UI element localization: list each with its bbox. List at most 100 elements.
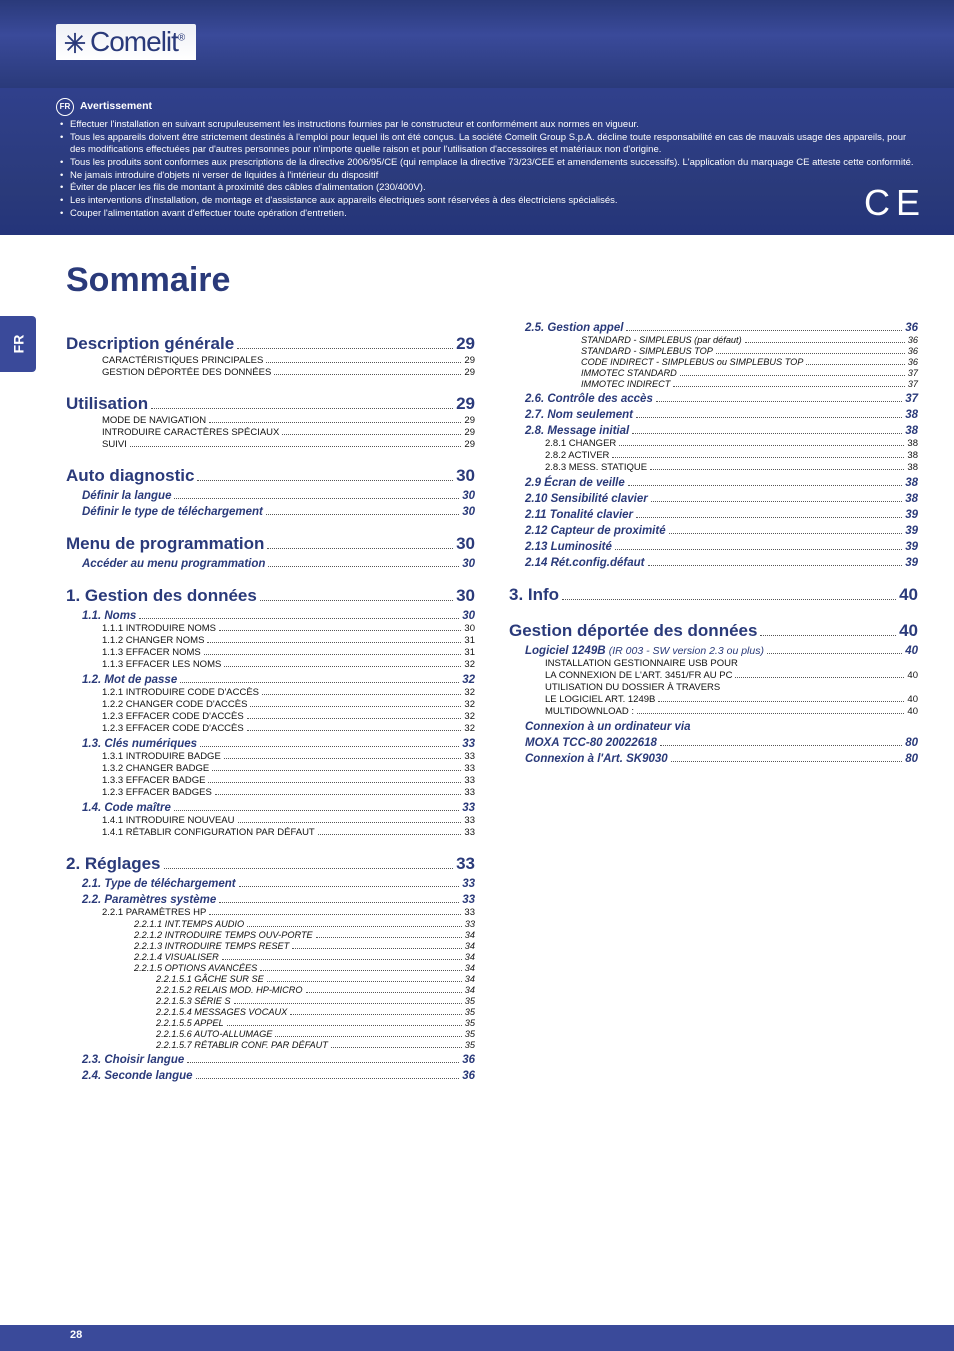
- toc-entry: 1.3. Clés numériques33: [66, 738, 475, 750]
- toc-page: 33: [462, 894, 475, 906]
- toc-leader: [673, 386, 904, 387]
- toc-leader: [247, 926, 462, 927]
- toc-leader: [650, 469, 904, 470]
- toc-page: 36: [462, 1070, 475, 1082]
- toc-label: LE LOGICIEL ART. 1249B: [545, 694, 655, 705]
- toc-page: 30: [456, 466, 475, 486]
- toc-sublabel: (IR 003 - SW version 2.3 ou plus): [609, 645, 764, 657]
- toc-leader: [204, 654, 462, 655]
- toc-leader: [656, 401, 902, 402]
- warning-item: Ne jamais introduire d'objets ni verser …: [60, 170, 924, 182]
- toc-entry: 1.3.2 CHANGER BADGE33: [66, 763, 475, 774]
- toc-entry: 1.1.2 CHANGER NOMS31: [66, 635, 475, 646]
- warning-title-row: FR Avertissement: [56, 98, 924, 116]
- toc-label: GESTION DÉPORTÉE DES DONNÉES: [102, 367, 271, 378]
- toc-leader: [760, 635, 896, 636]
- toc-page: 29: [464, 367, 475, 378]
- toc-entry: Utilisation29: [66, 394, 475, 414]
- toc-leader: [680, 375, 905, 376]
- toc-page: 40: [907, 670, 918, 681]
- toc-entry: 2.2.1.5 OPTIONS AVANCÉES34: [66, 963, 475, 973]
- toc-page: 30: [462, 558, 475, 570]
- toc-label: 1.3.1 INTRODUIRE BADGE: [102, 751, 221, 762]
- toc-entry: GESTION DÉPORTÉE DES DONNÉES 29: [66, 367, 475, 378]
- toc-label: 1.4.1 INTRODUIRE NOUVEAU: [102, 815, 235, 826]
- toc-page: 40: [905, 645, 918, 657]
- toc-page: 30: [462, 490, 475, 502]
- toc-entry: 2.9 Écran de veille 38: [509, 477, 918, 489]
- toc-label: 1.2.3 EFFACER CODE D'ACCÈS: [102, 723, 244, 734]
- toc-entry: 2.14 Rét.config.défaut39: [509, 557, 918, 569]
- toc-leader: [130, 446, 462, 447]
- toc-label: CARACTÉRISTIQUES PRINCIPALES: [102, 355, 263, 366]
- toc-label: 2.11 Tonalité clavier: [525, 509, 633, 521]
- warning-item: Tous les appareils doivent être strictem…: [60, 132, 924, 156]
- toc-page: 30: [456, 586, 475, 606]
- toc-leader: [247, 718, 462, 719]
- toc-leader: [735, 677, 904, 678]
- toc-page: 38: [905, 477, 918, 489]
- toc-entry: 1.2.3 EFFACER BADGES33: [66, 787, 475, 798]
- toc-leader: [250, 706, 461, 707]
- toc-entry: SUIVI29: [66, 439, 475, 450]
- toc-leader: [660, 745, 902, 746]
- toc-label: 2.9 Écran de veille: [525, 477, 625, 489]
- toc-page: 29: [464, 427, 475, 438]
- toc-entry: MODE DE NAVIGATION29: [66, 415, 475, 426]
- toc-page: 33: [464, 827, 475, 838]
- top-banner: Comelit®: [0, 0, 954, 88]
- toc-label: 1.1.3 EFFACER LES NOMS: [102, 659, 221, 670]
- toc-label: Connexion à l'Art. SK9030: [525, 753, 668, 765]
- toc-page: 36: [908, 335, 918, 345]
- toc-leader: [219, 902, 459, 903]
- toc-page: 32: [464, 723, 475, 734]
- toc-leader: [628, 485, 902, 486]
- toc-page: 36: [908, 357, 918, 367]
- toc-label: 2.2.1 PARAMÈTRES HP: [102, 907, 206, 918]
- toc-label: 2.3. Choisir langue: [82, 1054, 184, 1066]
- toc-label: 2.2.1.5.5 APPEL: [156, 1018, 224, 1028]
- toc-label: 2.5. Gestion appel: [525, 322, 623, 334]
- toc-leader: [290, 1014, 462, 1015]
- toc-label: MOXA TCC-80 20022618: [525, 737, 657, 749]
- toc-page: 31: [464, 635, 475, 646]
- toc-page: 35: [465, 1029, 475, 1039]
- toc-page: 40: [899, 621, 918, 641]
- toc-label: 1.4.1 RÉTABLIR CONFIGURATION PAR DÉFAUT: [102, 827, 315, 838]
- toc-entry: 2.8.2 ACTIVER38: [509, 450, 918, 461]
- toc-label: 2.13 Luminosité: [525, 541, 612, 553]
- toc-label: 1.1.3 EFFACER NOMS: [102, 647, 201, 658]
- toc-page: 33: [464, 907, 475, 918]
- toc-entry: 1.1.3 EFFACER LES NOMS 32: [66, 659, 475, 670]
- toc-entry: 2.2.1.5.2 RELAIS MOD. HP-MICRO34: [66, 985, 475, 995]
- toc-leader: [745, 342, 905, 343]
- toc-entry: 1.1.3 EFFACER NOMS31: [66, 647, 475, 658]
- toc-leader: [562, 599, 896, 600]
- toc-entry: CODE INDIRECT - SIMPLEBUS ou SIMPLEBUS T…: [509, 357, 918, 367]
- toc-label: STANDARD - SIMPLEBUS (par défaut): [581, 335, 742, 345]
- toc-page: 80: [905, 737, 918, 749]
- toc-page: 29: [456, 334, 475, 354]
- toc-leader: [260, 970, 462, 971]
- toc-leader: [208, 782, 461, 783]
- toc-entry: 2.2.1.5.7 RÉTABLIR CONF. PAR DÉFAUT35: [66, 1040, 475, 1050]
- toc-entry: 2.2.1.2 INTRODUIRE TEMPS OUV-PORTE34: [66, 930, 475, 940]
- toc-leader: [632, 433, 902, 434]
- toc-label: 2.12 Capteur de proximité: [525, 525, 666, 537]
- toc-entry: CARACTÉRISTIQUES PRINCIPALES29: [66, 355, 475, 366]
- toc-page: 33: [465, 919, 475, 929]
- toc-label: 2.2.1.5.3 SÉRIE S: [156, 996, 231, 1006]
- page-number: 28: [70, 1329, 82, 1341]
- toc-entry: 1.2. Mot de passe32: [66, 674, 475, 686]
- warning-list: Effectuer l'installation en suivant scru…: [60, 119, 924, 220]
- toc-entry: Logiciel 1249B (IR 003 - SW version 2.3 …: [509, 645, 918, 657]
- toc-label: Auto diagnostic: [66, 466, 194, 486]
- side-language-tab: FR: [0, 316, 36, 372]
- toc-label: 1.2. Mot de passe: [82, 674, 177, 686]
- toc-page: 32: [464, 659, 475, 670]
- toc-label: 2.2.1.5.7 RÉTABLIR CONF. PAR DÉFAUT: [156, 1040, 328, 1050]
- toc-leader: [282, 434, 461, 435]
- toc-leader: [234, 1003, 462, 1004]
- toc-page: 40: [907, 706, 918, 717]
- toc-entry: 2. Réglages33: [66, 854, 475, 874]
